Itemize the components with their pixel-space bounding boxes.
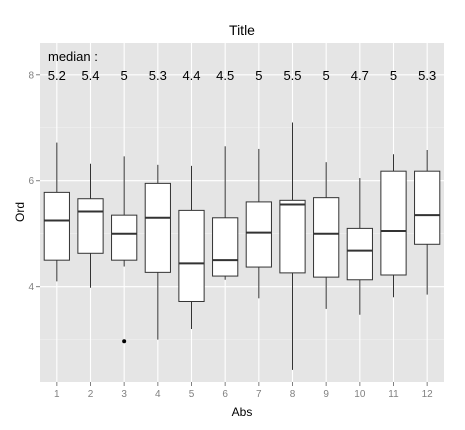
x-tick-label: 7 xyxy=(256,389,262,400)
box-iqr xyxy=(245,201,272,268)
box-iqr xyxy=(77,198,104,254)
chart-title: Title xyxy=(229,22,255,38)
median-label: 4.5 xyxy=(216,68,234,83)
median-label: 5.3 xyxy=(418,68,436,83)
x-tick-label: 6 xyxy=(222,389,228,400)
median-label: 4.7 xyxy=(351,68,369,83)
grid-minor xyxy=(40,127,444,340)
box-category-6 xyxy=(212,146,239,280)
x-tick-label: 8 xyxy=(290,389,296,400)
x-tick-label: 11 xyxy=(388,389,399,400)
median-label: 5.2 xyxy=(48,68,66,83)
box-category-9 xyxy=(313,162,340,309)
x-tick-label: 12 xyxy=(422,389,434,400)
x-tick-label: 2 xyxy=(88,389,94,400)
box-category-8 xyxy=(279,122,306,370)
box-category-7 xyxy=(245,148,272,299)
median-label: 4.4 xyxy=(182,68,200,83)
median-label: 5.3 xyxy=(149,68,167,83)
box-iqr xyxy=(144,182,171,273)
plot-panel xyxy=(40,43,444,382)
median-label: 5 xyxy=(121,68,128,83)
y-tick-label: 6 xyxy=(28,176,34,187)
box-category-4 xyxy=(144,164,171,340)
x-tick-label: 1 xyxy=(54,389,60,400)
x-tick-label: 4 xyxy=(155,389,161,400)
box-iqr xyxy=(43,191,70,261)
box-category-2 xyxy=(77,163,104,288)
x-tick-label: 3 xyxy=(121,389,127,400)
x-tick-label: 10 xyxy=(354,389,366,400)
outlier-point xyxy=(122,339,127,344)
median-label: 5 xyxy=(323,68,330,83)
y-axis-title: Ord xyxy=(13,202,27,222)
box-iqr xyxy=(346,227,373,281)
box-iqr xyxy=(380,170,407,276)
box-category-10 xyxy=(346,178,373,315)
box-iqr xyxy=(414,170,441,245)
median-label: 5 xyxy=(390,68,397,83)
box-category-12 xyxy=(414,149,441,295)
median-annotations: 5.2 5.4 5 5.3 4.4 4.5 5 5.5 5 4.7 5 5.3 xyxy=(48,68,436,83)
box-category-5 xyxy=(178,165,205,330)
y-tick-label: 4 xyxy=(28,282,34,293)
median-label: 5.5 xyxy=(283,68,301,83)
x-tick-label: 5 xyxy=(189,389,195,400)
box-iqr xyxy=(178,209,205,302)
box-category-3 xyxy=(111,156,138,344)
boxes xyxy=(43,122,441,370)
annotation-title: median : xyxy=(48,49,98,64)
x-axis-title: Abs xyxy=(232,405,253,419)
box-iqr xyxy=(111,214,138,261)
y-tick-label: 8 xyxy=(28,70,34,81)
box-iqr xyxy=(279,199,306,274)
median-label: 5 xyxy=(255,68,262,83)
x-tick-label: 9 xyxy=(323,389,329,400)
box-category-1 xyxy=(43,142,70,282)
median-label: 5.4 xyxy=(81,68,99,83)
box-category-11 xyxy=(380,154,407,298)
box-iqr xyxy=(313,197,340,278)
box-iqr xyxy=(212,217,239,277)
